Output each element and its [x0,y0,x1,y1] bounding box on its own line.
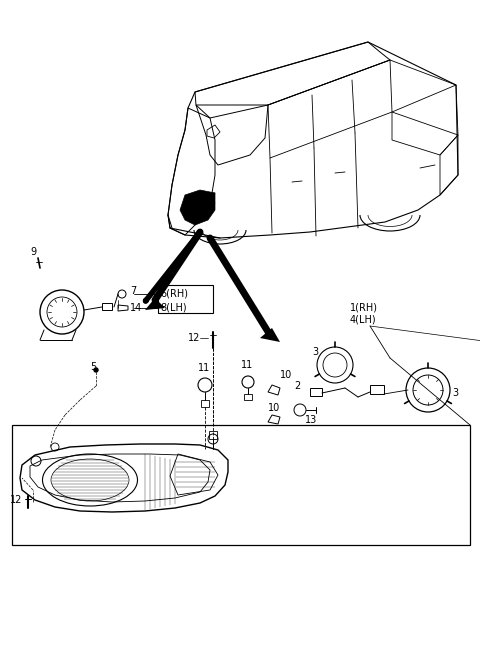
Polygon shape [180,190,215,225]
Text: 11: 11 [198,363,210,373]
Text: 5: 5 [90,362,96,372]
Text: 8(LH): 8(LH) [160,302,187,312]
Text: 6(RH): 6(RH) [160,288,188,298]
Bar [209,431,217,439]
Text: 12: 12 [10,495,23,505]
Text: 12: 12 [188,333,200,343]
Polygon shape [260,328,280,342]
Text: 4(LH): 4(LH) [350,315,377,325]
Text: 2: 2 [294,381,300,391]
Text: 9: 9 [30,247,36,257]
Text: 13: 13 [305,415,317,425]
Bar [12,425,470,545]
Circle shape [94,368,98,372]
Text: 10: 10 [280,370,292,380]
Text: 1(RH): 1(RH) [350,303,378,313]
Bar [244,394,252,400]
Text: 3: 3 [312,347,318,357]
Text: 14: 14 [130,303,142,313]
Text: 11: 11 [241,360,253,370]
Bar [201,400,209,407]
Text: 10: 10 [268,403,280,413]
Polygon shape [145,298,165,310]
Text: 7: 7 [130,286,136,296]
Text: 3: 3 [452,388,458,398]
